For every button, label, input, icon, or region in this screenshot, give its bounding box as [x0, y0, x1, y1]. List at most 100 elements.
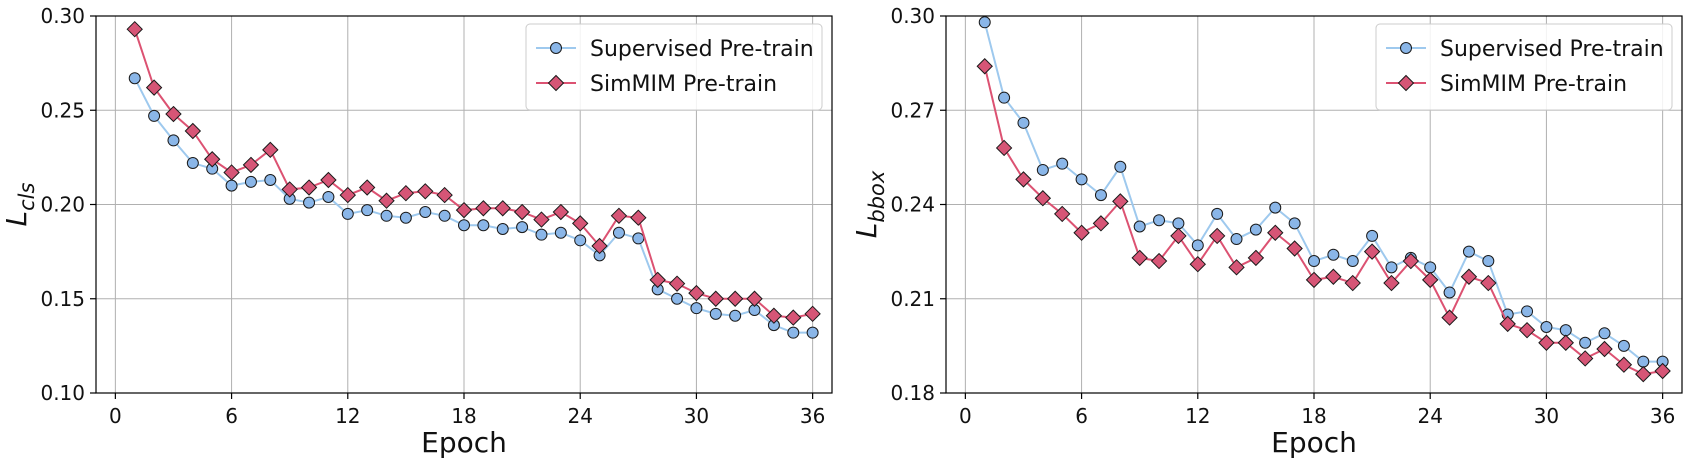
data-point-diamond	[1538, 334, 1555, 351]
y-axis-title-subscript: cls	[15, 182, 39, 210]
data-point-circle	[1249, 223, 1262, 236]
data-point-diamond	[320, 171, 337, 189]
data-point-circle	[1191, 239, 1204, 252]
data-point-diamond	[300, 179, 318, 196]
data-point-circle	[496, 223, 509, 236]
data-point-circle	[1521, 305, 1534, 318]
data-point-diamond	[591, 237, 608, 255]
data-point-circle	[787, 326, 800, 339]
x-tick-label: 18	[1301, 404, 1326, 428]
data-point-diamond	[1247, 249, 1265, 267]
data-point-circle	[1346, 255, 1359, 268]
data-point-circle	[1056, 157, 1069, 170]
x-tick-label: 6	[225, 404, 238, 428]
legend-label: Supervised Pre-train	[590, 37, 814, 62]
x-tick-label: 0	[109, 404, 122, 428]
data-point-diamond	[417, 183, 434, 200]
data-point-diamond	[785, 309, 802, 326]
data-point-diamond	[165, 105, 182, 123]
data-point-diamond	[688, 284, 705, 302]
data-point-circle	[554, 226, 567, 239]
data-point-circle	[1133, 220, 1146, 233]
data-point-diamond	[397, 184, 415, 202]
data-point-circle	[1075, 173, 1088, 186]
data-point-circle	[1114, 160, 1127, 173]
data-point-diamond	[1054, 205, 1071, 223]
data-point-circle	[1443, 286, 1456, 299]
x-axis-title: Epoch	[421, 426, 507, 459]
series-line-circle	[133, 77, 813, 334]
data-point-diamond	[630, 209, 647, 226]
data-point-circle	[477, 219, 490, 232]
data-point-diamond	[1402, 252, 1420, 270]
y-tick-label: 0.30	[40, 4, 85, 28]
data-point-circle	[303, 196, 316, 209]
data-point-diamond	[1460, 268, 1478, 285]
data-point-circle	[1598, 327, 1611, 340]
data-point-diamond	[552, 203, 570, 221]
data-point-diamond	[262, 141, 279, 159]
data-point-diamond	[1286, 240, 1303, 257]
x-tick-label: 6	[1075, 404, 1088, 428]
data-point-circle	[729, 309, 742, 322]
y-tick-label: 0.25	[40, 98, 85, 122]
data-point-circle	[1366, 229, 1379, 242]
data-point-diamond	[726, 290, 744, 307]
y-tick-label: 0.27	[890, 98, 935, 122]
data-point-diamond	[995, 139, 1013, 157]
data-point-circle	[1094, 189, 1107, 202]
data-point-diamond	[1015, 171, 1032, 188]
data-point-circle	[709, 307, 722, 320]
data-point-circle	[978, 16, 991, 29]
data-point-diamond	[184, 122, 202, 140]
data-point-circle	[671, 292, 684, 305]
data-point-circle	[574, 234, 587, 247]
data-point-diamond	[1073, 224, 1090, 241]
data-point-circle	[438, 209, 451, 222]
legend-label: SimMIM Pre-train	[590, 72, 777, 97]
y-tick-label: 0.18	[890, 381, 935, 405]
data-point-diamond	[358, 179, 376, 196]
data-point-circle	[148, 109, 161, 122]
data-point-circle	[380, 209, 393, 222]
data-point-circle	[998, 91, 1011, 104]
x-tick-label: 12	[335, 404, 360, 428]
data-point-diamond	[1635, 365, 1652, 383]
data-point-diamond	[649, 271, 666, 289]
data-point-circle	[612, 226, 625, 239]
data-point-diamond	[1480, 274, 1497, 292]
data-point-circle	[1017, 116, 1030, 129]
data-point-diamond	[378, 192, 395, 209]
data-point-circle	[399, 211, 412, 224]
bbox-loss-chart: 0 6 12 18 24 30 36 0.18 0.21 0.24 0.27 0.30 Epoch Lbb…	[850, 4, 1683, 459]
data-point-circle	[690, 302, 703, 315]
data-point-circle	[186, 157, 199, 170]
data-point-diamond	[1325, 268, 1342, 285]
y-tick-label: 0.20	[40, 193, 85, 217]
data-point-diamond	[436, 186, 453, 204]
data-point-diamond	[1305, 271, 1323, 289]
data-point-circle	[1617, 339, 1630, 352]
data-point-diamond	[1363, 243, 1381, 260]
x-tick-label: 18	[451, 404, 476, 428]
y-tick-label: 0.10	[40, 381, 85, 405]
data-point-diamond	[1518, 321, 1536, 339]
data-point-circle	[128, 72, 141, 85]
data-point-diamond	[1034, 190, 1052, 207]
data-point-diamond	[976, 58, 993, 75]
x-axis-title: Epoch	[1271, 426, 1357, 459]
data-point-diamond	[475, 200, 492, 217]
data-point-circle	[1482, 255, 1495, 268]
data-point-diamond	[1596, 340, 1613, 358]
data-point-diamond	[1228, 259, 1245, 276]
data-point-circle	[341, 207, 354, 220]
data-point-diamond	[1150, 252, 1168, 270]
data-point-diamond	[1576, 350, 1594, 367]
legend-label: SimMIM Pre-train	[1440, 72, 1627, 97]
legend-box	[1375, 23, 1673, 111]
data-point-circle	[1637, 355, 1650, 368]
data-point-diamond	[1557, 334, 1574, 351]
data-point-circle	[419, 206, 432, 219]
data-point-circle	[1288, 217, 1301, 230]
